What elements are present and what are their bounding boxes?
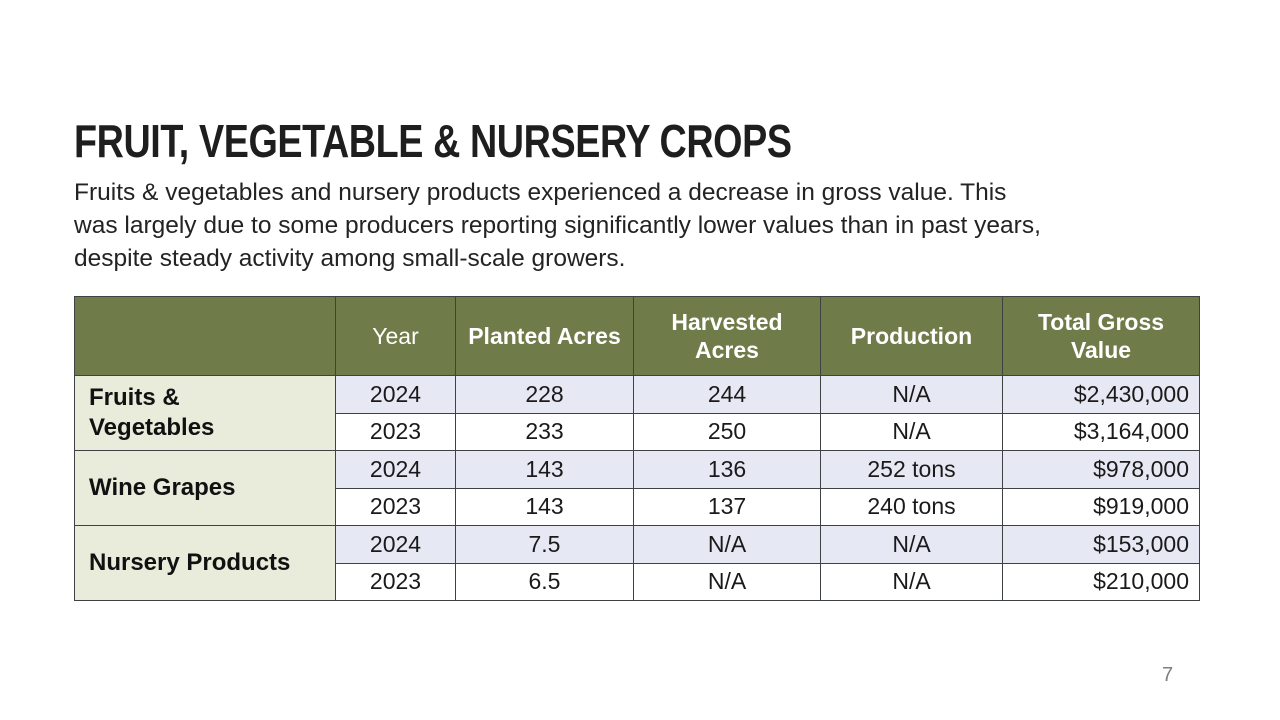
total-gross-value-cell: $978,000 xyxy=(1002,450,1200,489)
production-cell: N/A xyxy=(820,525,1003,564)
year-cell: 2023 xyxy=(335,412,456,451)
production-cell: 240 tons xyxy=(820,487,1003,526)
intro-line-1: Fruits & vegetables and nursery products… xyxy=(74,179,1007,206)
col-header-harvested-acres: Harvested Acres xyxy=(633,296,821,376)
page-number: 7 xyxy=(1162,664,1174,686)
row-label-nursery-products: Nursery Products xyxy=(74,525,336,601)
planted-acres-cell: 228 xyxy=(455,375,634,414)
table-row: Wine Grapes 2024 143 136 252 tons $978,0… xyxy=(74,450,1200,526)
table-row: 2023 233 250 N/A $3,164,000 xyxy=(75,412,1200,451)
col-header-planted-acres: Planted Acres xyxy=(455,296,634,376)
harvested-acres-cell: 244 xyxy=(633,375,821,414)
production-cell: 252 tons xyxy=(820,450,1003,489)
year-cell: 2024 xyxy=(335,450,456,489)
table-row: Nursery Products 2024 7.5 N/A N/A $153,0… xyxy=(74,525,1200,601)
page-title: FRUIT, VEGETABLE & NURSERY CROPS xyxy=(74,115,792,167)
row-label-fruits-vegetables: Fruits & Vegetables xyxy=(74,375,336,451)
planted-acres-cell: 7.5 xyxy=(455,525,634,564)
table-row: 2023 6.5 N/A N/A $210,000 xyxy=(75,562,1200,601)
total-gross-value-cell: $919,000 xyxy=(1002,487,1200,526)
year-cell: 2024 xyxy=(335,375,456,414)
harvested-acres-cell: N/A xyxy=(633,562,821,601)
harvested-acres-cell: N/A xyxy=(633,525,821,564)
harvested-acres-cell: 250 xyxy=(633,412,821,451)
col-header-total-gross-value: Total Gross Value xyxy=(1002,296,1200,376)
row-label-wine-grapes: Wine Grapes xyxy=(74,450,336,526)
planted-acres-cell: 143 xyxy=(455,487,634,526)
table-row: Fruits & Vegetables 2024 228 244 N/A $2,… xyxy=(74,375,1200,451)
col-header-year: Year xyxy=(335,296,456,376)
total-gross-value-cell: $2,430,000 xyxy=(1002,375,1200,414)
year-cell: 2023 xyxy=(335,562,456,601)
year-cell: 2024 xyxy=(335,525,456,564)
intro-line-3: despite steady activity among small-scal… xyxy=(74,245,626,272)
harvested-acres-cell: 136 xyxy=(633,450,821,489)
production-cell: N/A xyxy=(820,375,1003,414)
production-cell: N/A xyxy=(820,562,1003,601)
harvested-acres-cell: 137 xyxy=(633,487,821,526)
planted-acres-cell: 6.5 xyxy=(455,562,634,601)
total-gross-value-cell: $210,000 xyxy=(1002,562,1200,601)
production-cell: N/A xyxy=(820,412,1003,451)
planted-acres-cell: 233 xyxy=(455,412,634,451)
table-row: 2023 143 137 240 tons $919,000 xyxy=(75,487,1200,526)
total-gross-value-cell: $3,164,000 xyxy=(1002,412,1200,451)
crops-table: Year Planted Acres Harvested Acres Produ… xyxy=(74,296,1200,601)
year-cell: 2023 xyxy=(335,487,456,526)
col-header-production: Production xyxy=(820,296,1003,376)
intro-line-2: was largely due to some producers report… xyxy=(74,212,1041,239)
col-header-row-label xyxy=(74,296,336,376)
table-header-row: Year Planted Acres Harvested Acres Produ… xyxy=(74,296,1200,376)
planted-acres-cell: 143 xyxy=(455,450,634,489)
total-gross-value-cell: $153,000 xyxy=(1002,525,1200,564)
intro-paragraph: Fruits & vegetables and nursery products… xyxy=(74,176,1204,275)
